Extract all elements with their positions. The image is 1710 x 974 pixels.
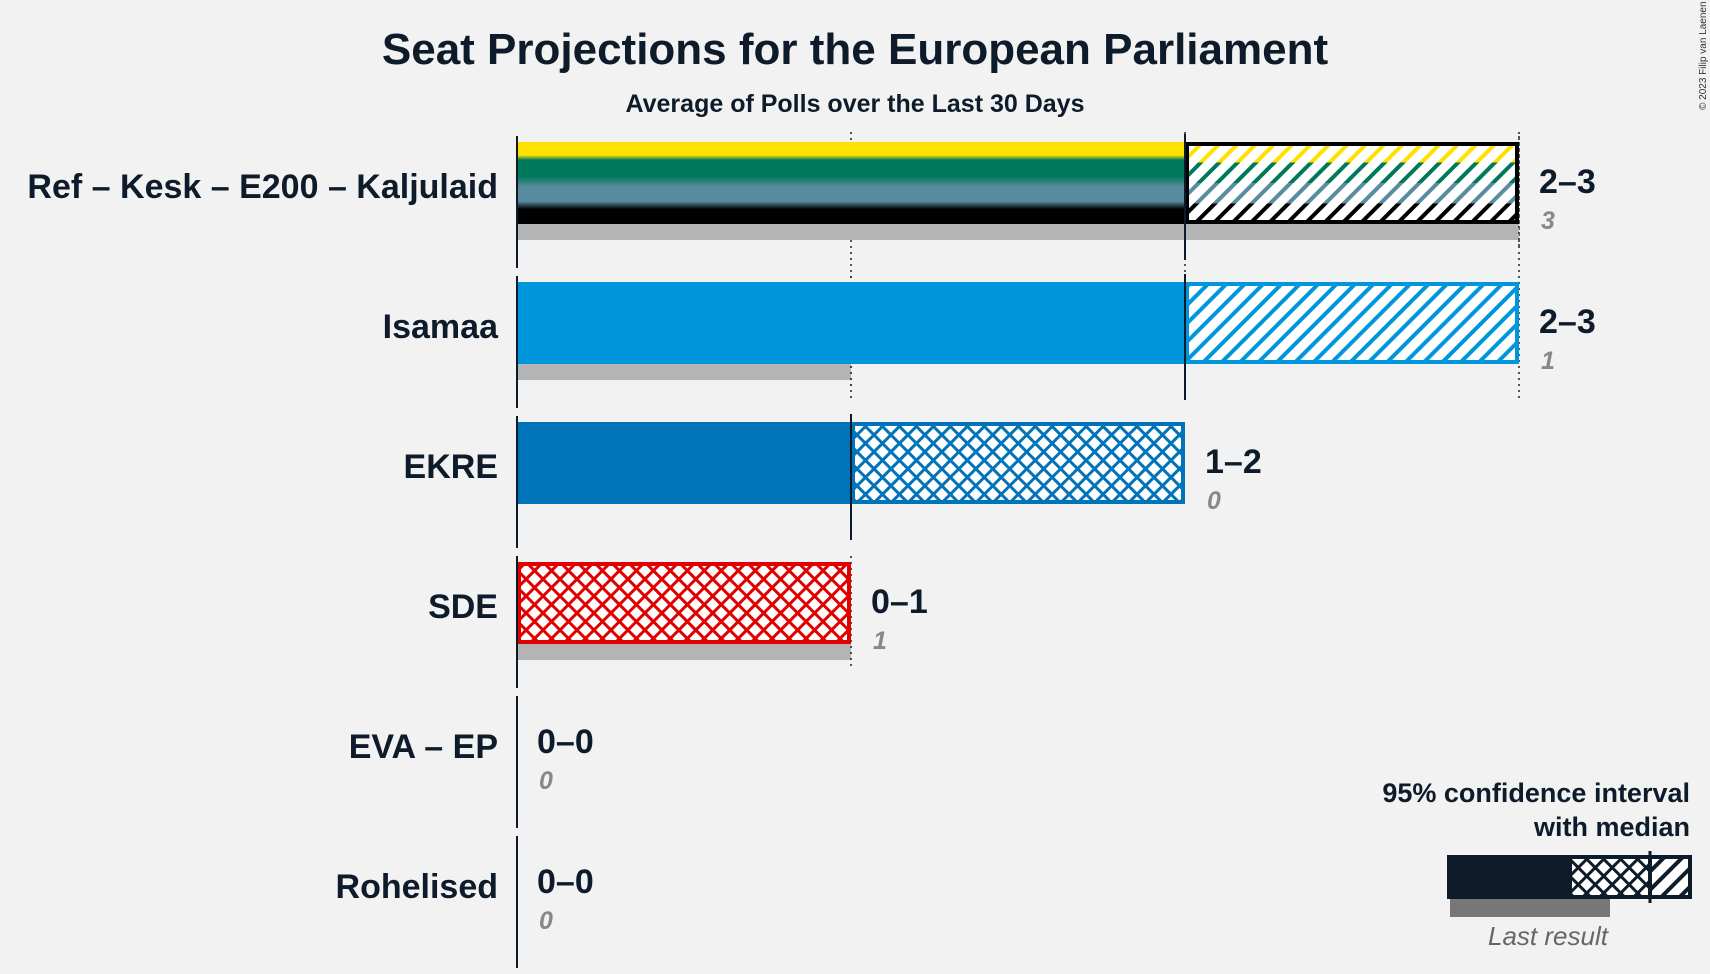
legend-last-result-label: Last result	[1488, 921, 1610, 951]
legend-hatch-swatch	[1648, 855, 1692, 899]
last-result-label: 3	[1541, 207, 1555, 235]
legend-swatch	[1447, 851, 1692, 917]
ci-hatched-outline	[1185, 142, 1519, 224]
party-row: Rohelised 0–0 0	[336, 836, 594, 968]
ci-hatched-band	[1185, 142, 1519, 163]
legend: 95% confidence interval with median Last…	[1382, 778, 1692, 951]
chart-subtitle: Average of Polls over the Last 30 Days	[626, 90, 1085, 118]
last-result-label: 1	[873, 627, 887, 655]
ci-hatched-band	[1185, 183, 1519, 204]
last-result-bar	[517, 360, 851, 380]
party-label: Isamaa	[383, 308, 499, 346]
last-result-bar	[517, 220, 1519, 240]
last-result-label: 1	[1541, 347, 1555, 375]
range-label: 0–1	[871, 583, 928, 621]
range-label: 0–0	[537, 723, 594, 761]
ci-solid-bar	[517, 142, 1185, 224]
ci-hatched-band	[1185, 162, 1519, 183]
chart-title: Seat Projections for the European Parlia…	[382, 25, 1329, 74]
ci-hatched-bar	[851, 422, 1185, 504]
legend-title-line1: 95% confidence interval	[1382, 778, 1690, 808]
party-label: Rohelised	[336, 868, 498, 906]
ci-hatched-bar	[1185, 282, 1519, 364]
party-row: SDE 0–1 1	[428, 556, 928, 688]
party-label: Ref – Kesk – E200 – Kaljulaid	[27, 168, 498, 206]
legend-title-line2: with median	[1533, 812, 1690, 842]
range-label: 0–0	[537, 863, 594, 901]
party-label: EVA – EP	[349, 728, 498, 766]
ci-hatched-band	[1185, 203, 1519, 224]
range-label: 2–3	[1539, 303, 1596, 341]
copyright-notice: © 2023 Filip van Laenen	[1698, 1, 1709, 110]
party-row: EKRE 1–2 0	[404, 414, 1262, 548]
party-row: Isamaa 2–3 1	[383, 274, 1596, 408]
legend-solid-swatch	[1447, 855, 1569, 899]
legend-crosshatch-swatch	[1568, 855, 1652, 899]
range-label: 2–3	[1539, 163, 1596, 201]
party-label: EKRE	[404, 448, 498, 486]
range-label: 1–2	[1205, 443, 1262, 481]
ci-solid-bar	[517, 282, 1185, 364]
last-result-label: 0	[539, 907, 553, 935]
party-row: EVA – EP 0–0 0	[349, 696, 594, 828]
last-result-bar	[517, 640, 851, 660]
ci-hatched-bar	[517, 562, 851, 644]
last-result-label: 0	[539, 767, 553, 795]
party-label: SDE	[428, 588, 498, 626]
ci-solid-bar	[517, 422, 851, 504]
last-result-label: 0	[1207, 487, 1221, 515]
party-row: Ref – Kesk – E200 – Kaljulaid 2–3 3	[27, 134, 1596, 268]
chart-rows: Ref – Kesk – E200 – Kaljulaid 2–3 3 Isamaa 2…	[27, 132, 1596, 968]
